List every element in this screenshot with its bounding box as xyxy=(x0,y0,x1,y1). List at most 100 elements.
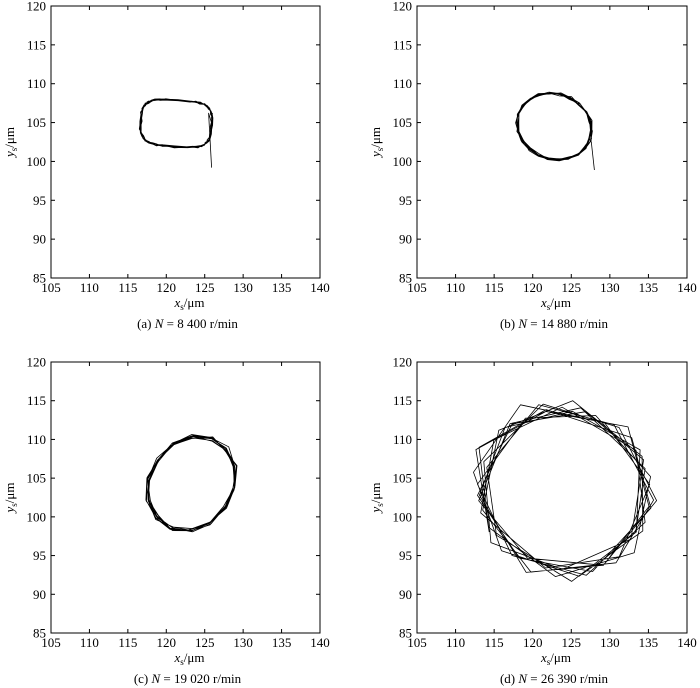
y-tick-label: 110 xyxy=(393,76,412,91)
caption-value: = 26 390 r/min xyxy=(527,671,608,686)
y-tick-label: 115 xyxy=(27,393,46,408)
orbit-trajectory xyxy=(515,91,595,171)
caption-var: N xyxy=(517,316,528,331)
x-tick-label: 130 xyxy=(233,280,253,295)
x-axis-label-unit: /μm xyxy=(550,295,571,310)
x-axis-label-sub: s xyxy=(180,657,184,667)
x-tick-label: 135 xyxy=(639,635,659,650)
y-axis-label-sub: s xyxy=(9,147,19,151)
x-tick-label: 105 xyxy=(407,280,427,295)
x-tick-label: 125 xyxy=(195,635,215,650)
y-tick-label: 105 xyxy=(393,115,413,130)
orbit-trajectory xyxy=(473,400,657,582)
x-tick-label: 110 xyxy=(80,635,99,650)
y-tick-label: 90 xyxy=(399,232,412,247)
panel-c: 105 110 115 120 125 130 135 140 85 90 95 100 105 110 1… xyxy=(2,355,330,687)
caption-prefix: (b) xyxy=(500,316,518,331)
x-tick-label: 130 xyxy=(233,635,253,650)
x-tick-label: 110 xyxy=(446,635,465,650)
x-tick-label: 120 xyxy=(157,635,177,650)
x-axis-label-unit: /μm xyxy=(184,650,205,665)
x-tick-label: 105 xyxy=(41,280,61,295)
x-tick-label: 125 xyxy=(562,635,582,650)
caption-value: = 14 880 r/min xyxy=(527,316,608,331)
x-tick-label: 140 xyxy=(310,280,330,295)
y-tick-label: 100 xyxy=(27,509,47,524)
x-axis-label: xs/μm xyxy=(174,650,205,667)
x-tick-label: 115 xyxy=(118,280,137,295)
x-tick-label: 120 xyxy=(157,280,177,295)
x-axis-label-unit: /μm xyxy=(184,295,205,310)
y-tick-label: 95 xyxy=(399,193,412,208)
x-tick-label: 135 xyxy=(272,280,292,295)
y-tick-label: 100 xyxy=(393,509,413,524)
caption-prefix: (a) xyxy=(137,316,155,331)
x-tick-label: 110 xyxy=(80,280,99,295)
x-tick-label: 110 xyxy=(446,280,465,295)
y-tick-label: 100 xyxy=(27,154,47,169)
panel-caption: (d) N = 26 390 r/min xyxy=(500,671,609,686)
y-axis-label-unit: /μm xyxy=(368,483,383,504)
y-axis-label: ys/μm xyxy=(368,127,385,159)
y-tick-label: 105 xyxy=(27,471,47,486)
x-axis-label: xs/μm xyxy=(540,295,571,312)
x-axis-label-sub: s xyxy=(547,657,551,667)
x-tick-label: 140 xyxy=(677,280,697,295)
y-tick-label: 110 xyxy=(393,432,412,447)
y-tick-label: 85 xyxy=(399,271,412,286)
caption-var: N xyxy=(151,671,162,686)
y-tick-label: 120 xyxy=(393,0,413,14)
x-tick-label: 115 xyxy=(485,635,504,650)
x-tick-label: 125 xyxy=(562,280,582,295)
x-tick-label: 140 xyxy=(310,635,330,650)
y-axis-label: ys/μm xyxy=(2,483,19,515)
x-axis-label-var: x xyxy=(540,650,547,665)
y-axis-label-var: y xyxy=(2,151,17,159)
y-tick-label: 105 xyxy=(393,471,413,486)
panel-caption: (c) N = 19 020 r/min xyxy=(134,671,242,686)
x-axis-label: xs/μm xyxy=(540,650,571,667)
caption-var: N xyxy=(517,671,528,686)
y-tick-label: 90 xyxy=(399,587,412,602)
y-tick-label: 115 xyxy=(393,393,412,408)
y-tick-label: 115 xyxy=(393,37,412,52)
x-tick-label: 105 xyxy=(407,635,427,650)
x-axis-label-sub: s xyxy=(180,302,184,312)
y-tick-label: 120 xyxy=(27,355,47,370)
caption-value: = 19 020 r/min xyxy=(160,671,241,686)
y-tick-label: 120 xyxy=(27,0,47,14)
x-tick-label: 115 xyxy=(485,280,504,295)
y-axis-label-var: y xyxy=(368,151,383,159)
x-axis-label-var: x xyxy=(174,650,181,665)
y-tick-label: 100 xyxy=(393,154,413,169)
y-tick-label: 95 xyxy=(33,548,46,563)
x-axis-label-var: x xyxy=(540,295,547,310)
x-tick-label: 120 xyxy=(523,280,543,295)
panel-b: 105 110 115 120 125 130 135 140 85 90 95 100 105 110 1… xyxy=(368,0,697,331)
y-tick-label: 120 xyxy=(393,355,413,370)
x-axis-label-unit: /μm xyxy=(550,650,571,665)
y-tick-label: 85 xyxy=(399,626,412,641)
y-axis-label: ys/μm xyxy=(368,483,385,515)
caption-var: N xyxy=(154,316,165,331)
x-tick-label: 140 xyxy=(677,635,697,650)
x-tick-label: 115 xyxy=(118,635,137,650)
y-axis-label-sub: s xyxy=(375,147,385,151)
y-tick-label: 95 xyxy=(399,548,412,563)
y-tick-label: 85 xyxy=(33,271,46,286)
y-axis-label-sub: s xyxy=(9,503,19,507)
panel-d: 105 110 115 120 125 130 135 140 85 90 95 100 105 110 1… xyxy=(368,355,697,687)
y-tick-label: 85 xyxy=(33,626,46,641)
panel-caption: (a) N = 8 400 r/min xyxy=(137,316,238,331)
y-axis-label-sub: s xyxy=(375,503,385,507)
caption-value: = 8 400 r/min xyxy=(163,316,238,331)
panel-caption: (b) N = 14 880 r/min xyxy=(500,316,609,331)
x-tick-label: 120 xyxy=(523,635,543,650)
y-tick-label: 110 xyxy=(27,432,46,447)
y-axis-label-var: y xyxy=(368,507,383,515)
plot-frame xyxy=(50,5,321,279)
panel-a: 105 110 115 120 125 130 135 140 85 90 95 100 105 110 1… xyxy=(2,0,330,331)
caption-prefix: (d) xyxy=(500,671,518,686)
y-tick-label: 90 xyxy=(33,232,46,247)
